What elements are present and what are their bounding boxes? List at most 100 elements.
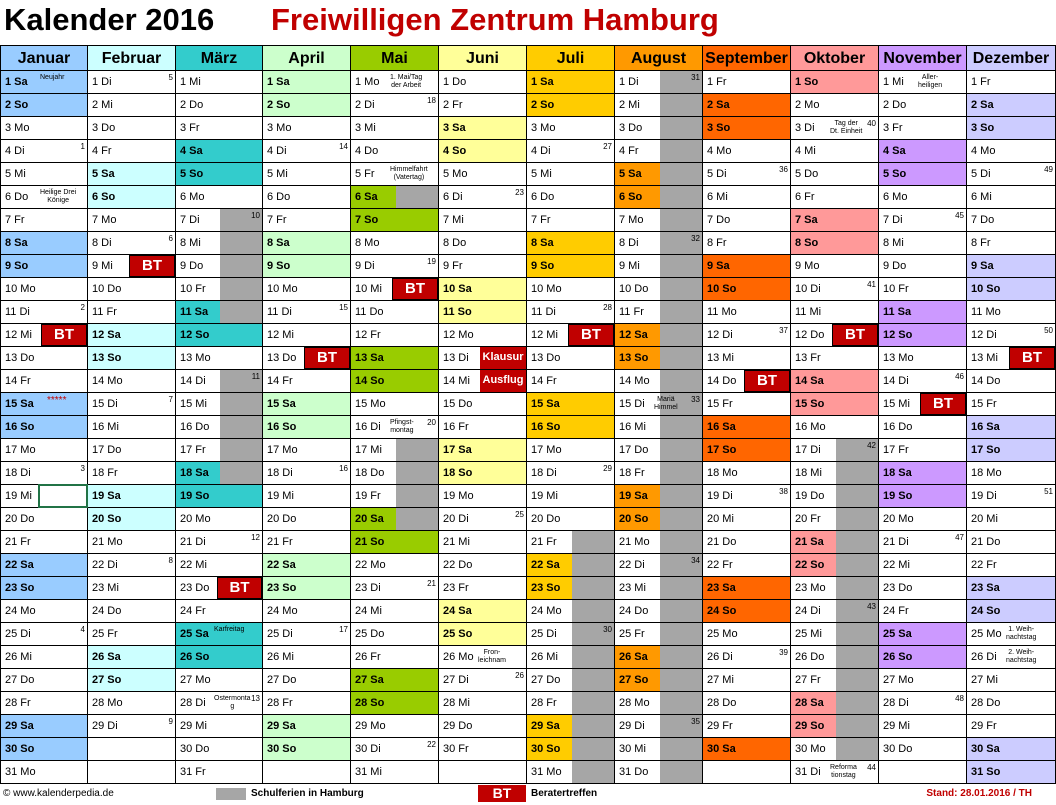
day-cell[interactable]: 14 Mo (88, 370, 176, 393)
day-cell[interactable]: 19 Di 38 (703, 485, 791, 508)
day-cell[interactable]: 20 Do (263, 508, 351, 531)
day-cell[interactable]: 12 Fr (351, 324, 439, 347)
day-cell[interactable]: 8 Fr (967, 232, 1056, 255)
day-cell[interactable]: 29 Do (439, 715, 527, 738)
day-cell[interactable]: 22 Sa (527, 554, 615, 577)
day-cell[interactable]: 12 So (176, 324, 263, 347)
day-cell[interactable]: 6 Di 23 (439, 186, 527, 209)
day-cell[interactable]: 11 Mi (791, 301, 879, 324)
day-cell[interactable]: 11 Fr (88, 301, 176, 324)
day-cell[interactable]: 19 Di 51 (967, 485, 1056, 508)
day-cell[interactable]: 27 Fr (791, 669, 879, 692)
day-cell[interactable]: 16 Fr (439, 416, 527, 439)
day-cell[interactable]: 19 Do (791, 485, 879, 508)
day-cell[interactable]: 20 Do (527, 508, 615, 531)
day-cell[interactable]: 14 Di 11 (176, 370, 263, 393)
day-cell[interactable]: 26 Mo Fron-leichnam (439, 646, 527, 669)
day-cell[interactable]: 21 Mo (88, 531, 176, 554)
day-cell[interactable]: 16 Mi (615, 416, 703, 439)
day-cell[interactable]: 26 Fr (351, 646, 439, 669)
day-cell[interactable]: 7 Do (967, 209, 1056, 232)
day-cell[interactable]: 16 Mo (791, 416, 879, 439)
day-cell[interactable]: 3 Do (88, 117, 176, 140)
day-cell[interactable]: 16 Di 20 Pfingst-montag (351, 416, 439, 439)
day-cell[interactable]: 22 Fr (967, 554, 1056, 577)
day-cell[interactable]: 25 So (439, 623, 527, 646)
day-cell[interactable]: 7 Sa (791, 209, 879, 232)
day-cell[interactable]: 31 Mo (0, 761, 88, 784)
day-cell[interactable]: 17 Fr (176, 439, 263, 462)
day-cell[interactable]: 7 Do (703, 209, 791, 232)
day-cell[interactable]: 30 Mi (615, 738, 703, 761)
day-cell[interactable]: 14 Mi Ausflug (439, 370, 527, 393)
day-cell[interactable]: 22 So (791, 554, 879, 577)
day-cell[interactable]: 2 So (527, 94, 615, 117)
day-cell[interactable]: 16 So (263, 416, 351, 439)
day-cell[interactable]: 27 Sa (351, 669, 439, 692)
day-cell[interactable]: 28 Mo (88, 692, 176, 715)
day-cell[interactable]: 28 Do (967, 692, 1056, 715)
day-cell[interactable]: 18 Di 3 (0, 462, 88, 485)
day-cell[interactable]: 5 Mo (439, 163, 527, 186)
day-cell[interactable]: 10 Do (88, 278, 176, 301)
day-cell[interactable]: 10 Mo (0, 278, 88, 301)
day-cell[interactable]: 24 Di 43 (791, 600, 879, 623)
day-cell[interactable]: 13 Di24Klausur (439, 347, 527, 370)
day-cell[interactable]: 2 So (0, 94, 88, 117)
day-cell[interactable]: 5 Di 49 (967, 163, 1056, 186)
day-cell[interactable]: 27 Do (0, 669, 88, 692)
day-cell[interactable]: 23 Mi (615, 577, 703, 600)
day-cell[interactable]: 12 Do BT (791, 324, 879, 347)
day-cell[interactable]: 26 Mi (527, 646, 615, 669)
day-cell[interactable]: 18 Do (351, 462, 439, 485)
day-cell[interactable]: 13 So (615, 347, 703, 370)
day-cell[interactable]: 13 Mo (879, 347, 967, 370)
day-cell[interactable]: 6 Mo (176, 186, 263, 209)
day-cell[interactable]: 29 Mo (351, 715, 439, 738)
day-cell[interactable]: 22 Sa (263, 554, 351, 577)
day-cell[interactable]: 18 Fr (615, 462, 703, 485)
day-cell[interactable]: 10 Fr (176, 278, 263, 301)
day-cell[interactable]: 5 Mi (527, 163, 615, 186)
day-cell[interactable]: 15 Mi BT (879, 393, 967, 416)
day-cell[interactable]: 28 Fr (527, 692, 615, 715)
day-cell[interactable]: 8 Sa (263, 232, 351, 255)
day-cell[interactable]: 9 Di 19 (351, 255, 439, 278)
day-cell[interactable]: 15 Do (439, 393, 527, 416)
day-cell[interactable]: 7 Di 45 (879, 209, 967, 232)
day-cell[interactable]: 4 Di 27 (527, 140, 615, 163)
day-cell[interactable]: 4 Mi (791, 140, 879, 163)
day-cell[interactable]: 13 Sa (351, 347, 439, 370)
day-cell[interactable]: 15 Fr (703, 393, 791, 416)
day-cell[interactable]: 6 So (615, 186, 703, 209)
day-cell[interactable]: 23 Do (879, 577, 967, 600)
day-cell[interactable]: 6 Mi (703, 186, 791, 209)
day-cell[interactable]: 12 Sa (615, 324, 703, 347)
day-cell[interactable]: 6 Do (263, 186, 351, 209)
day-cell[interactable]: 14 Fr (0, 370, 88, 393)
day-cell[interactable]: 27 Mi (703, 669, 791, 692)
day-cell[interactable]: 18 Mo (703, 462, 791, 485)
day-cell[interactable]: 21 Fr (0, 531, 88, 554)
day-cell[interactable]: 1 Di 31 (615, 71, 703, 94)
day-cell[interactable]: 8 Do (439, 232, 527, 255)
day-cell[interactable]: 11 So (439, 301, 527, 324)
day-cell[interactable]: 28 Fr (263, 692, 351, 715)
day-cell[interactable]: 12 Sa (88, 324, 176, 347)
day-cell[interactable]: 6 Fr (791, 186, 879, 209)
day-cell[interactable]: 14 Di 46 (879, 370, 967, 393)
day-cell[interactable]: 20 Sa (351, 508, 439, 531)
day-cell[interactable]: 28 Di 13 Ostermonta g (176, 692, 263, 715)
day-cell[interactable]: 14 Do (967, 370, 1056, 393)
day-cell[interactable]: 21 Sa (791, 531, 879, 554)
day-cell[interactable]: 24 Do (615, 600, 703, 623)
day-cell[interactable]: 28 So (351, 692, 439, 715)
day-cell[interactable]: 18 Di 16 (263, 462, 351, 485)
day-cell[interactable]: 19 Mi (263, 485, 351, 508)
day-cell[interactable]: 25 Sa (879, 623, 967, 646)
day-cell[interactable]: 27 Mi (967, 669, 1056, 692)
day-cell[interactable]: 12 Mi BT (527, 324, 615, 347)
day-cell[interactable]: 27 Mo (176, 669, 263, 692)
day-cell[interactable]: 25 Mo (703, 623, 791, 646)
day-cell[interactable]: 9 So (263, 255, 351, 278)
